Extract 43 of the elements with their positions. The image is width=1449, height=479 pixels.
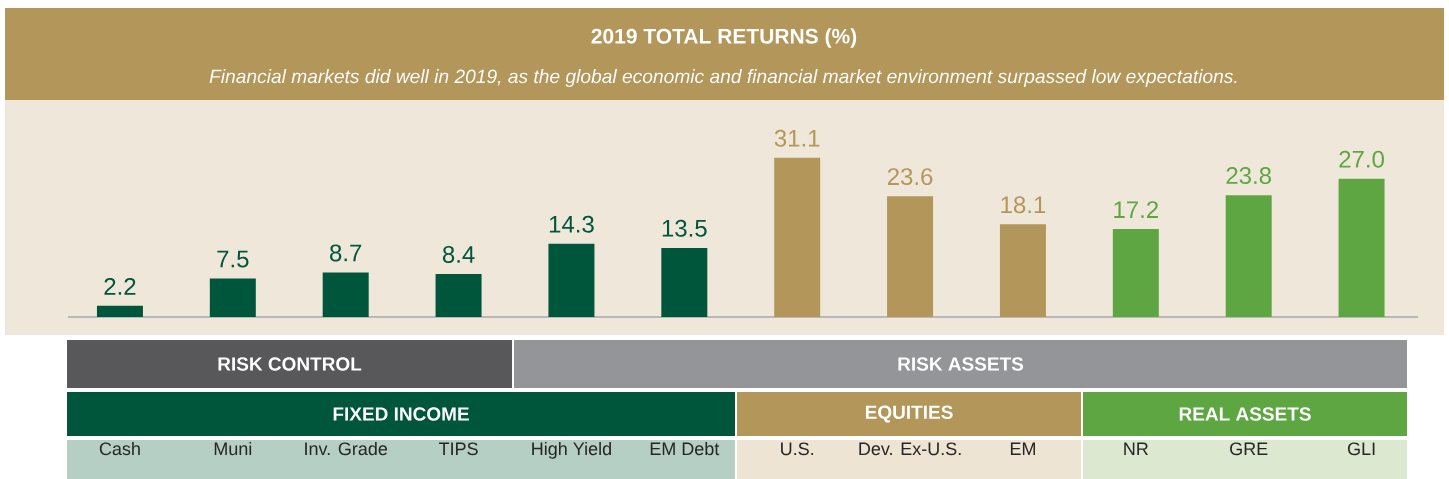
data-label: 17.2 [1114,201,1158,218]
data-label: 18.1 [1001,196,1046,214]
data-label: 7.5 [217,250,249,268]
bar [1338,178,1385,318]
chart-title: 2019 TOTAL RETURNS (%) [591,28,857,48]
x-tick-label: Dev. Ex-U.S. [859,442,961,456]
text: RISK CONTROL [218,357,362,371]
bar [322,272,369,318]
chart-subtitle: Financial markets did well in 2019, as the global economic and financial market environment surpassed low expectations. [209,69,1237,87]
bar [548,243,595,318]
bar [999,224,1046,318]
bar [1112,228,1159,318]
bar [887,196,934,318]
x-tick-label: U.S. [781,442,814,456]
x-tick-label: EM [1010,442,1035,455]
x-tick-label: GRE [1230,442,1268,456]
x-tick-label: Inv. Grade [305,441,388,456]
text: RISK ASSETS [898,357,1024,371]
x-tick-label: High Yield [532,441,611,459]
text: REAL ASSETS [1179,407,1311,421]
x-tick-label: NR [1124,442,1148,455]
data-label: 13.5 [662,219,707,237]
text: EQUITIES [865,405,953,423]
bar [661,247,708,318]
data-label: 14.3 [549,215,594,233]
x-tick-label: Cash [99,441,140,456]
data-label: 23.8 [1226,167,1271,185]
bar [1225,195,1272,318]
bar [209,278,256,318]
x-tick-label: TIPS [438,442,478,456]
x-tick-label: GLI [1347,442,1375,456]
bar [96,305,143,318]
text: FIXED INCOME [333,407,469,421]
bar [774,157,821,318]
bar [435,273,482,318]
data-label: 8.7 [330,244,362,262]
data-label: 23.6 [887,168,933,186]
data-label: 2.2 [104,277,136,295]
x-tick-label: Muni [214,441,252,456]
x-tick-label: EM Debt [650,441,720,456]
data-label: 8.4 [442,245,475,263]
data-label: 27.0 [1339,150,1384,168]
data-label: 31.1 [774,129,820,147]
